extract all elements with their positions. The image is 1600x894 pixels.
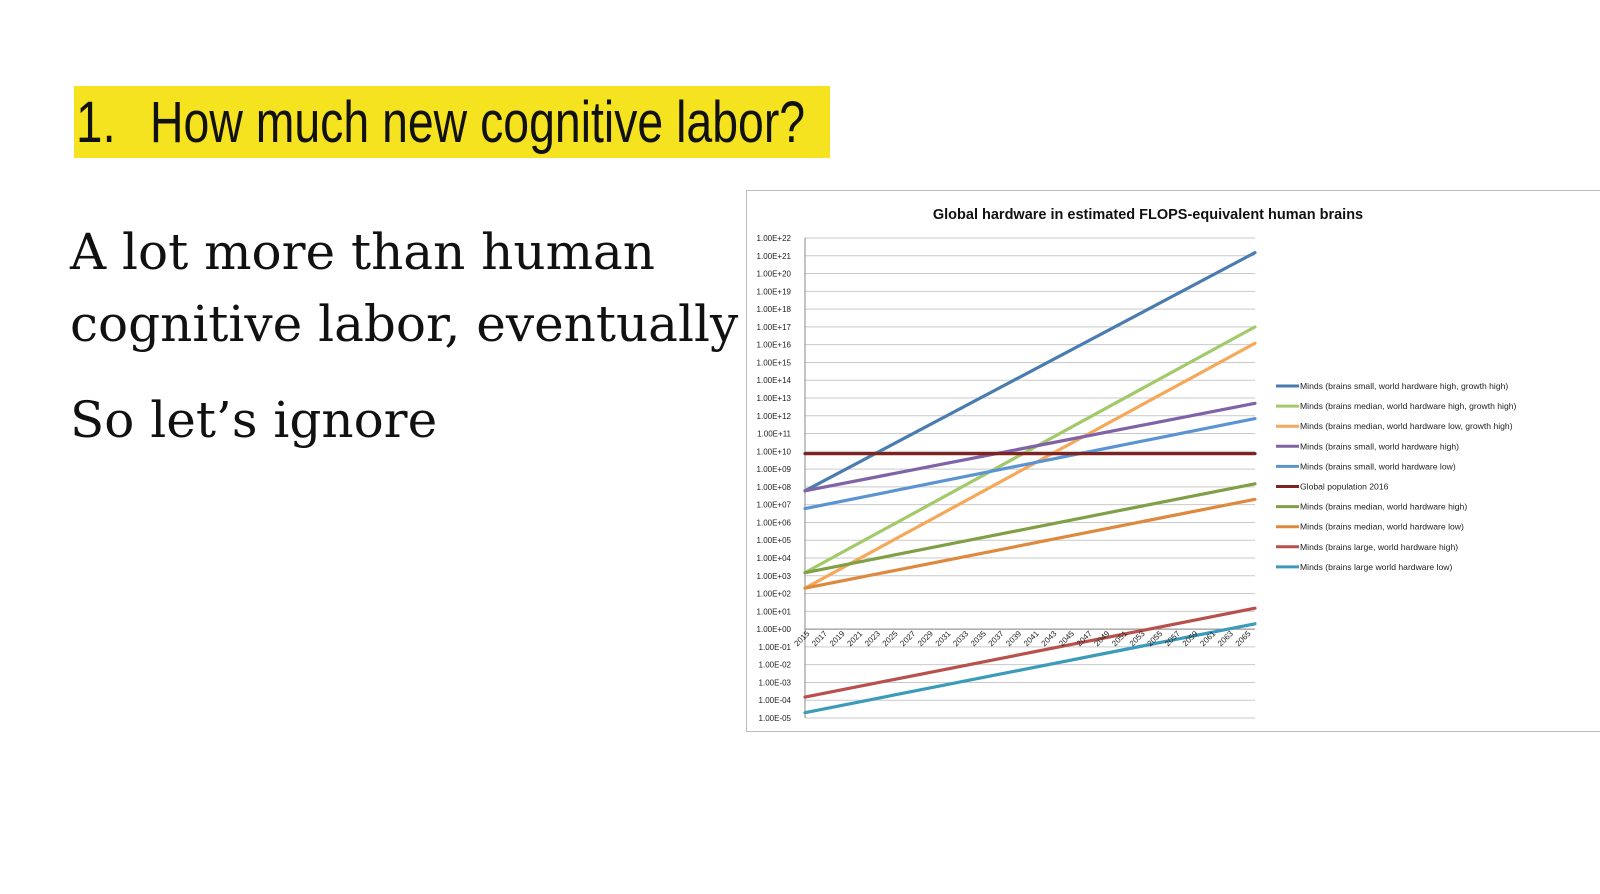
y-tick-label: 1.00E+06 bbox=[757, 518, 792, 527]
y-tick-label: 1.00E+12 bbox=[757, 412, 792, 421]
y-tick-label: 1.00E-02 bbox=[759, 661, 792, 670]
y-tick-label: 1.00E+02 bbox=[757, 590, 792, 599]
x-tick-label: 2051 bbox=[1110, 629, 1129, 648]
y-tick-label: 1.00E-01 bbox=[759, 643, 792, 652]
series-line bbox=[803, 497, 1257, 590]
series-line bbox=[803, 401, 1257, 493]
legend-label: Global population 2016 bbox=[1300, 482, 1389, 492]
x-tick-label: 2015 bbox=[792, 629, 811, 648]
x-tick-label: 2065 bbox=[1234, 629, 1253, 648]
y-tick-label: 1.00E+18 bbox=[757, 305, 792, 314]
slide-title: 1. How much new cognitive labor? bbox=[74, 86, 830, 158]
y-tick-label: 1.00E+00 bbox=[757, 625, 792, 634]
y-tick-label: 1.00E+03 bbox=[757, 572, 792, 581]
y-tick-label: 1.00E-03 bbox=[759, 678, 792, 687]
legend-label: Minds (brains small, world hardware low) bbox=[1300, 461, 1456, 471]
y-tick-label: 1.00E+11 bbox=[757, 430, 791, 439]
y-tick-label: 1.00E+21 bbox=[757, 252, 792, 261]
y-tick-label: 1.00E+19 bbox=[757, 287, 792, 296]
x-tick-label: 2043 bbox=[1040, 629, 1059, 648]
body-line-2: cognitive labor, eventually bbox=[70, 295, 739, 353]
x-tick-label: 2029 bbox=[916, 629, 935, 648]
legend-label: Minds (brains large world hardware low) bbox=[1300, 562, 1452, 572]
x-tick-label: 2059 bbox=[1181, 629, 1200, 648]
x-tick-label: 2033 bbox=[951, 629, 970, 648]
series-line bbox=[803, 482, 1257, 575]
y-tick-label: 1.00E+10 bbox=[757, 447, 792, 456]
legend-label: Minds (brains median, world hardware hig… bbox=[1300, 502, 1467, 512]
series-line bbox=[803, 325, 1257, 575]
x-tick-label: 2031 bbox=[934, 629, 953, 648]
y-tick-label: 1.00E+07 bbox=[757, 501, 792, 510]
y-tick-label: 1.00E-04 bbox=[759, 696, 792, 705]
line-chart: Global hardware in estimated FLOPS-equiv… bbox=[757, 207, 1517, 723]
y-tick-label: 1.00E+08 bbox=[757, 483, 792, 492]
x-tick-label: 2023 bbox=[863, 629, 882, 648]
x-tick-label: 2035 bbox=[969, 629, 988, 648]
x-tick-label: 2041 bbox=[1022, 629, 1041, 648]
y-tick-label: 1.00E+16 bbox=[757, 341, 792, 350]
y-tick-label: 1.00E-05 bbox=[759, 714, 792, 723]
y-tick-label: 1.00E+22 bbox=[757, 234, 792, 243]
x-tick-label: 2027 bbox=[898, 629, 917, 648]
title-text: How much new cognitive labor? bbox=[150, 89, 806, 155]
series-line bbox=[803, 416, 1257, 511]
series-line bbox=[803, 251, 1257, 493]
y-tick-label: 1.00E+09 bbox=[757, 465, 792, 474]
legend-label: Minds (brains small, world hardware high… bbox=[1300, 441, 1459, 451]
legend-label: Minds (brains median, world hardware low… bbox=[1300, 522, 1464, 532]
y-tick-label: 1.00E+05 bbox=[757, 536, 792, 545]
body-line-1: A lot more than human bbox=[70, 223, 656, 281]
x-tick-label: 2019 bbox=[828, 629, 847, 648]
legend-label: Minds (brains median, world hardware hig… bbox=[1300, 401, 1517, 411]
title-number: 1. bbox=[76, 89, 116, 155]
y-tick-label: 1.00E+20 bbox=[757, 270, 792, 279]
x-tick-label: 2055 bbox=[1145, 629, 1164, 648]
y-tick-label: 1.00E+15 bbox=[757, 358, 792, 367]
x-tick-label: 2039 bbox=[1004, 629, 1023, 648]
chart-title: Global hardware in estimated FLOPS-equiv… bbox=[933, 207, 1363, 223]
y-tick-label: 1.00E+13 bbox=[757, 394, 792, 403]
body-paragraph-1: A lot more than human cognitive labor, e… bbox=[70, 216, 738, 360]
x-tick-label: 2037 bbox=[987, 629, 1006, 648]
x-tick-label: 2017 bbox=[810, 629, 829, 648]
y-tick-label: 1.00E+01 bbox=[757, 607, 792, 616]
x-tick-label: 2047 bbox=[1075, 629, 1094, 648]
series-line bbox=[803, 622, 1257, 715]
chart-frame: Global hardware in estimated FLOPS-equiv… bbox=[746, 190, 1600, 732]
y-tick-label: 1.00E+04 bbox=[757, 554, 792, 563]
x-tick-label: 2025 bbox=[881, 629, 900, 648]
body-line-3: So let’s ignore bbox=[70, 391, 438, 449]
y-tick-label: 1.00E+14 bbox=[757, 376, 792, 385]
series-line bbox=[803, 606, 1257, 699]
x-tick-label: 2021 bbox=[845, 629, 864, 648]
legend-label: Minds (brains median, world hardware low… bbox=[1300, 421, 1513, 431]
body-paragraph-2: So let’s ignore bbox=[70, 384, 437, 456]
legend-label: Minds (brains large, world hardware high… bbox=[1300, 542, 1458, 552]
y-tick-label: 1.00E+17 bbox=[757, 323, 792, 332]
series-line bbox=[803, 341, 1257, 590]
legend-label: Minds (brains small, world hardware high… bbox=[1300, 381, 1508, 391]
